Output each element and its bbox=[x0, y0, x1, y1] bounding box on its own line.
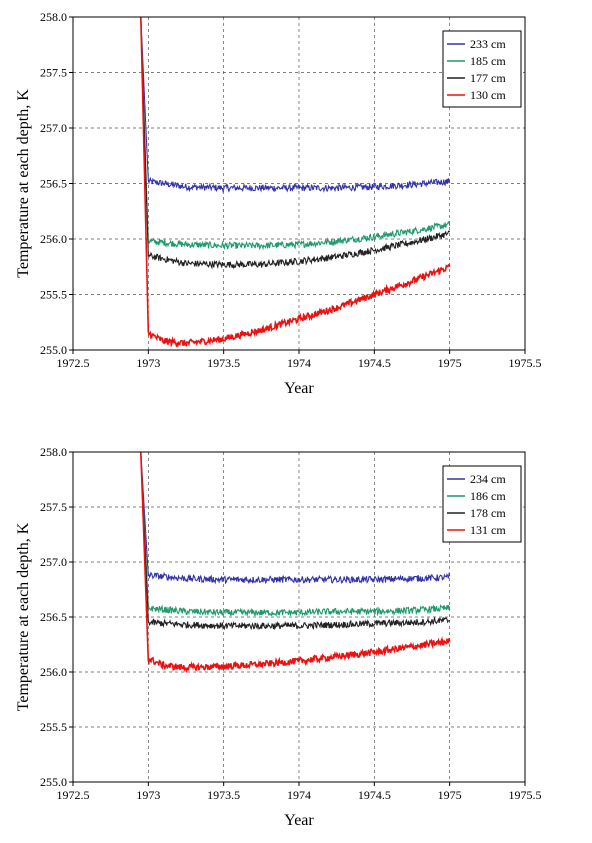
x-tick-label: 1972.5 bbox=[57, 788, 90, 802]
y-tick-label: 255.5 bbox=[40, 288, 67, 302]
legend-label: 178 cm bbox=[470, 506, 506, 520]
legend-label: 234 cm bbox=[470, 472, 506, 486]
series-line-131-cm bbox=[140, 452, 451, 674]
series-line-185-cm bbox=[140, 17, 451, 251]
y-tick-label: 257.0 bbox=[40, 121, 67, 135]
y-tick-label: 257.5 bbox=[40, 66, 67, 80]
y-tick-label: 258.0 bbox=[40, 445, 67, 459]
x-tick-label: 1974.5 bbox=[358, 356, 391, 370]
series-line-130-cm bbox=[140, 17, 451, 348]
legend-label: 186 cm bbox=[470, 489, 506, 503]
y-tick-label: 256.0 bbox=[40, 665, 67, 679]
y-tick-label: 258.0 bbox=[40, 10, 67, 24]
x-tick-label: 1972.5 bbox=[57, 356, 90, 370]
x-tick-label: 1973.5 bbox=[207, 788, 240, 802]
series-line-233-cm bbox=[140, 17, 451, 194]
x-tick-label: 1973 bbox=[136, 788, 160, 802]
x-tick-label: 1975.5 bbox=[509, 788, 542, 802]
y-axis-label: Temperature at each depth, K bbox=[15, 89, 32, 278]
y-tick-label: 257.0 bbox=[40, 555, 67, 569]
series-group bbox=[140, 452, 451, 674]
chart-panel-1: 1972.5 1973 1973.5 1974 1974.5 1975 1975.5 255.… bbox=[15, 10, 542, 397]
series-group bbox=[140, 17, 451, 348]
series-line-177-cm bbox=[140, 17, 451, 270]
x-tick-label: 1974 bbox=[287, 788, 311, 802]
legend-label: 185 cm bbox=[470, 54, 506, 68]
legend-label: 177 cm bbox=[470, 71, 506, 85]
y-tick-label: 256.5 bbox=[40, 610, 67, 624]
y-tick-label: 255.0 bbox=[40, 343, 67, 357]
legend: 233 cm 185 cm 177 cm 130 cm bbox=[442, 30, 522, 108]
x-axis-label: Year bbox=[284, 380, 314, 397]
x-tick-label: 1973 bbox=[136, 356, 160, 370]
y-tick-label: 255.0 bbox=[40, 775, 67, 789]
legend-label: 233 cm bbox=[470, 37, 506, 51]
y-tick-label: 255.5 bbox=[40, 720, 67, 734]
series-line-234-cm bbox=[140, 452, 451, 585]
legend: 234 cm 186 cm 178 cm 131 cm bbox=[442, 465, 522, 543]
legend-label: 131 cm bbox=[470, 523, 506, 537]
y-tick-label: 256.0 bbox=[40, 232, 67, 246]
x-tick-label: 1975 bbox=[438, 356, 462, 370]
x-tick-label: 1975 bbox=[438, 788, 462, 802]
x-tick-label: 1974.5 bbox=[358, 788, 391, 802]
x-axis-label: Year bbox=[284, 812, 314, 829]
y-tick-label: 257.5 bbox=[40, 500, 67, 514]
series-line-186-cm bbox=[140, 452, 451, 617]
x-tick-label: 1975.5 bbox=[509, 356, 542, 370]
y-tick-label: 256.5 bbox=[40, 177, 67, 191]
legend-label: 130 cm bbox=[470, 88, 506, 102]
x-tick-label: 1973.5 bbox=[207, 356, 240, 370]
y-axis-label: Temperature at each depth, K bbox=[15, 522, 32, 711]
chart-panel-2: 1972.5 1973 1973.5 1974 1974.5 1975 1975.5 255.… bbox=[15, 445, 542, 829]
x-tick-label: 1974 bbox=[287, 356, 311, 370]
series-line-178-cm bbox=[140, 452, 450, 631]
